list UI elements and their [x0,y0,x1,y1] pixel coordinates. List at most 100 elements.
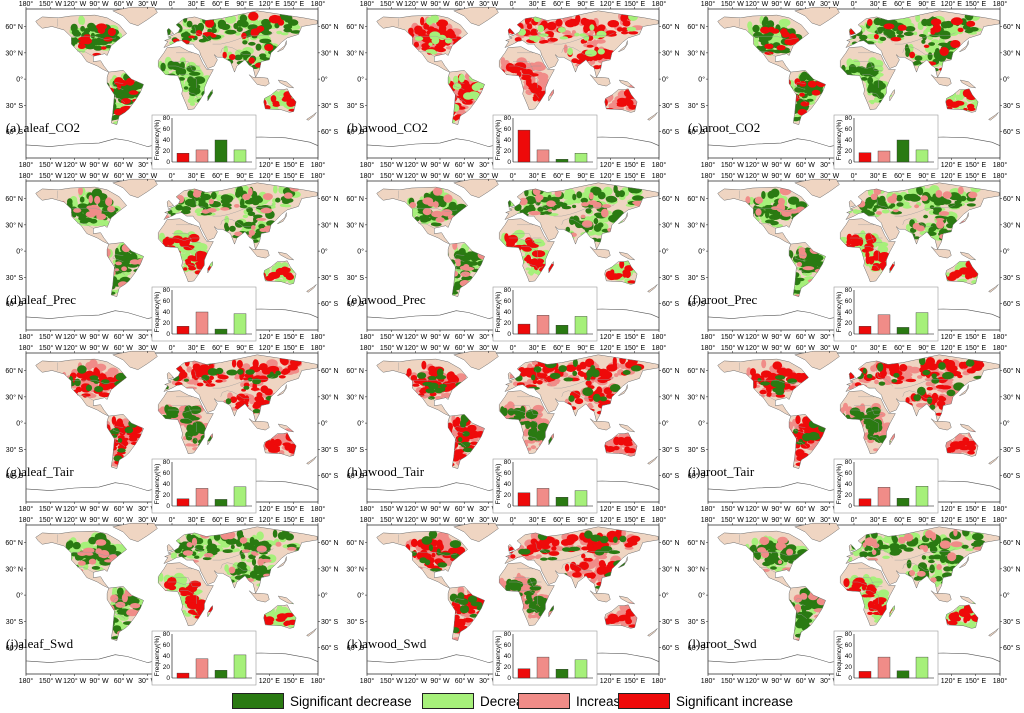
lat-tick-label: 60° N [5,23,23,31]
lon-tick-label: 150° W [721,333,744,341]
inset-y-tick: 0 [507,675,511,682]
map-panel: 180° 180° 150° W 150° W 120° W 120° W 90° W 90°… [682,172,1023,344]
lon-tick-label: 60° E [553,0,571,8]
lat-tick-label: 30° N [1003,49,1021,57]
country-border [115,266,126,275]
inset-bar [195,149,209,163]
inset-bar [877,150,891,163]
lon-tick-label: 180° [311,161,326,169]
lon-tick-label: 120° W [745,333,768,341]
lat-tick-label: 60° N [321,23,339,31]
country-border [854,577,883,587]
lon-tick-label: 150° W [721,0,744,8]
coastline [959,384,969,397]
country-border [172,577,201,587]
lon-tick-label: 30° W [138,333,158,341]
land-mass [960,596,976,604]
lat-tick-label: 30° N [5,393,23,401]
country-border [535,370,553,387]
inset-bar [896,498,910,507]
lon-tick-label: 90° E [918,0,936,8]
inset-y-tick: 80 [163,631,171,638]
coastline [589,74,611,87]
lon-tick-label: 90° W [89,0,109,8]
lon-tick-label: 60° W [114,344,134,352]
inset-bar [858,326,872,335]
lon-tick-label: 60° W [455,677,475,685]
lat-tick-label: 60° N [346,23,364,31]
lon-tick-label: 180° [701,677,716,685]
coastline [263,88,297,113]
country-border [77,222,94,229]
coastline [647,628,658,637]
lon-tick-label: 120° E [941,333,962,341]
country-border [212,376,274,389]
lon-tick-label: 0° [510,344,517,352]
inset-y-tick: 20 [845,492,853,499]
country-border [876,198,894,215]
coastline [794,522,840,542]
lat-tick-label: 60° S [6,472,24,480]
coastline [306,284,317,293]
country-border [453,426,465,434]
coastline [839,562,896,627]
country-border [521,418,538,432]
coastline [889,432,895,446]
inset-y-tick: 40 [845,137,853,144]
coastline [447,70,485,126]
legend-label: Significant decrease [290,693,412,709]
coastline [35,358,127,417]
inset-y-tick: 40 [163,309,171,316]
land-mass [590,74,611,87]
lon-tick-label: 120° W [63,161,86,169]
legend-swatch [232,693,284,709]
coastline [277,384,287,397]
coastline [163,182,318,251]
lon-tick-label: 30° E [529,344,547,352]
lon-tick-label: 180° [652,172,667,180]
lon-tick-label: 90° W [89,677,109,685]
lon-tick-label: 0° [169,172,176,180]
lon-tick-label: 90° W [430,172,450,180]
country-border [521,74,538,88]
lon-tick-label: 180° [652,161,667,169]
land-mass [619,424,635,432]
coastline [988,628,999,637]
lon-tick-label: 180° [19,161,34,169]
inset-y-tick: 60 [504,298,512,305]
lon-tick-label: 120° E [941,516,962,524]
coastline [447,586,485,642]
land-mass [590,246,611,259]
coastline [788,414,826,470]
coastline [277,251,295,261]
inset-y-tick: 0 [166,503,170,510]
country-border [72,380,117,384]
coastline [504,10,659,79]
lat-tick-label: 60° N [321,195,339,203]
coastline [988,112,999,121]
lon-tick-label: 90° W [771,333,791,341]
inset-y-tick: 20 [163,664,171,671]
country-border [220,390,251,399]
country-border [797,266,808,275]
inset-y-tick: 60 [845,298,853,305]
lon-tick-label: 150° E [624,0,645,8]
coastline [589,418,611,431]
inset-y-tick: 40 [504,309,512,316]
lon-tick-label: 60° W [114,505,134,513]
lon-tick-label: 180° [701,505,716,513]
lon-tick-label: 180° [360,677,375,685]
legend-swatch [422,693,474,709]
lat-tick-label: 30° S [6,274,24,282]
coastline [277,212,287,225]
panel-label: (i)aroot_Tair [688,464,755,479]
country-border [418,222,435,229]
coastline [548,260,554,274]
lon-tick-label: 120° E [259,677,280,685]
coastline [845,354,1000,423]
coastline [604,604,638,629]
lon-tick-label: 120° W [404,333,427,341]
